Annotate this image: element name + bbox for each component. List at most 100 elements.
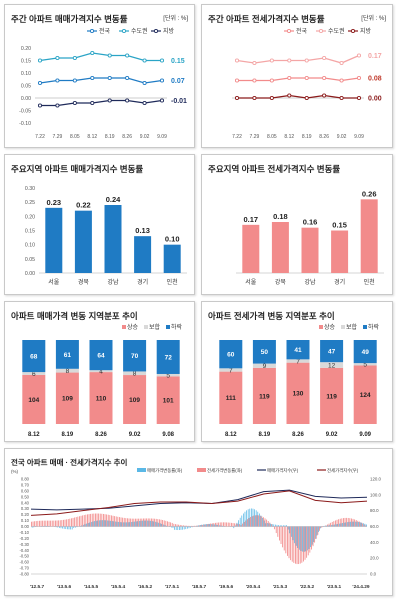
sale-rate-bar: [172, 526, 174, 528]
x-tick-label: 9.09: [354, 134, 364, 140]
y-tick-label: 0.00: [21, 96, 31, 102]
y-tick-label: 0.15: [21, 59, 31, 65]
lease-rate-bar: [277, 526, 279, 537]
lease-rate-bar: [197, 525, 199, 527]
legend-swatch-2: [166, 325, 170, 329]
data-point: [287, 93, 292, 98]
sale-rate-bar: [300, 526, 302, 551]
left-tick-label: -0.40: [19, 548, 29, 553]
sale-rate-bar: [75, 526, 76, 528]
sale-rate-bar: [239, 517, 241, 527]
left-tick-label: 0.50: [21, 494, 30, 499]
segment-value-label: 119: [326, 393, 337, 400]
lease-rate-bar: [215, 522, 216, 527]
sale-rate-bar: [89, 522, 91, 527]
lease-rate-bar: [213, 523, 215, 527]
sale-rate-bar: [323, 525, 324, 527]
legend-label-2: 매매가격지수(우): [267, 467, 299, 474]
left-axis-unit: (%): [11, 469, 18, 474]
sale-rate-bar: [252, 508, 254, 527]
lease-rate-bar: [266, 519, 268, 527]
sale-rate-bar: [161, 523, 163, 527]
y-tick-label: 0.30: [25, 186, 35, 192]
bar-value-label: 0.16: [303, 218, 318, 227]
y-tick-label: 0.00: [25, 271, 35, 277]
y-tick-label: 0.05: [21, 84, 31, 90]
lease-rate-bar: [96, 513, 98, 527]
lease-rate-bar: [93, 513, 95, 527]
sale-rate-bar: [287, 526, 289, 530]
lease-rate-bar: [235, 523, 237, 527]
lease-rate-bar: [298, 526, 300, 565]
sale-rate-bar: [118, 521, 119, 527]
lease-rate-bar: [58, 520, 60, 527]
sale-rate-bar: [92, 521, 94, 527]
lease-rate-bar: [307, 526, 309, 556]
lease-rate-bar: [61, 520, 63, 527]
lease-rate-bar: [211, 523, 213, 527]
lease-rate-bar: [354, 519, 356, 527]
legend-swatch-1: [341, 325, 345, 329]
sale-rate-bar: [105, 520, 107, 527]
x-tick-label: '14.5.5: [84, 584, 99, 590]
index-line-1: [30, 490, 368, 516]
sale-rate-bar: [71, 526, 73, 530]
stack-segment: [219, 371, 243, 424]
segment-value-label: 8: [133, 371, 137, 378]
lease-rate-bar: [112, 515, 114, 527]
lease-rate-bar: [106, 514, 108, 527]
x-tick-label: 9.02: [140, 134, 150, 140]
data-point: [107, 98, 112, 103]
sale-rate-bar: [174, 526, 175, 530]
lease-rate-bar: [303, 526, 304, 562]
category-label: 9.08: [162, 432, 174, 438]
legend-label-0: 매매가격변동률(좌): [147, 467, 183, 474]
left-tick-label: 0.10: [21, 518, 30, 523]
left-tick-label: 0.20: [21, 512, 30, 517]
lease-rate-bar: [263, 517, 264, 527]
sale-rate-bar: [185, 526, 187, 530]
lease-rate-bar: [363, 524, 365, 527]
lease-rate-bar: [160, 519, 162, 527]
sale-rate-bar: [278, 525, 279, 527]
legend-marker-1: [121, 28, 127, 34]
lease-rate-bar: [34, 521, 36, 527]
sale-rate-bar: [171, 526, 172, 528]
lease-rate-bar: [111, 515, 112, 527]
category-label: 9.09: [359, 432, 371, 438]
bar: [360, 199, 378, 273]
y-tick-label: 0.25: [25, 200, 35, 206]
lease-rate-bar: [167, 521, 168, 527]
sale-rate-bar: [295, 526, 297, 546]
x-tick-label: 8.12: [284, 134, 294, 140]
sale-rate-bar: [182, 526, 183, 530]
segment-value-label: 104: [28, 397, 39, 404]
lease-rate-bar: [72, 517, 74, 527]
dist-sale-title: 아파트 매매가격 변동 지역분포 추이: [11, 311, 138, 321]
sale-rate-bar: [361, 522, 363, 527]
bar: [163, 244, 181, 273]
data-point: [125, 53, 130, 58]
bar-value-label: 0.17: [243, 215, 258, 224]
lease-rate-bar: [168, 521, 170, 527]
lease-rate-bar: [63, 519, 64, 527]
lease-rate-bar: [339, 518, 341, 527]
sale-rate-bar: [275, 524, 276, 527]
sale-rate-bar: [62, 526, 63, 529]
lease-rate-bar: [207, 524, 208, 527]
lease-rate-bar: [88, 514, 90, 527]
x-tick-label: '23.5.1: [327, 584, 342, 590]
legend-label-1: 보합: [149, 323, 161, 331]
weekly-lease-unit: [단위 : %]: [361, 16, 386, 22]
legend-label-2: 하락: [368, 323, 380, 331]
sale-rate-bar: [203, 524, 204, 527]
sale-rate-bar: [67, 526, 68, 530]
lease-rate-bar: [227, 522, 229, 527]
lease-rate-bar: [171, 522, 173, 527]
lease-rate-bar: [279, 526, 280, 541]
right-tick-label: 0.0: [370, 572, 377, 577]
data-point: [234, 78, 240, 83]
sale-rate-bar: [238, 520, 239, 527]
segment-value-label: 49: [362, 349, 370, 356]
sale-rate-bar: [132, 521, 134, 527]
